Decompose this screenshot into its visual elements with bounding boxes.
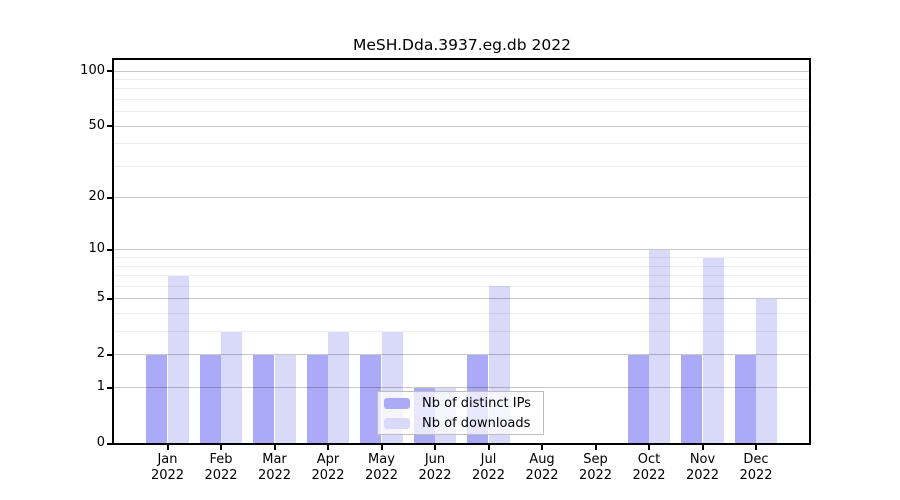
minor-gridline-9 <box>114 257 810 259</box>
minor-gridline-30 <box>114 165 810 167</box>
minor-gridline-40 <box>114 143 810 145</box>
y-tick-label-5: 5 <box>96 290 105 306</box>
x-tick-label-sep: Sep 2022 <box>578 452 613 483</box>
x-tick-label-mar: Mar 2022 <box>257 452 292 483</box>
x-tick-mark-dec <box>755 444 757 450</box>
bar-nb-of-distinct-ips-may <box>360 354 382 444</box>
legend-label-downloads: Nb of downloads <box>422 415 531 431</box>
gridline-50 <box>114 125 810 127</box>
gridline-5 <box>114 298 810 300</box>
y-tick-mark-2 <box>107 353 113 356</box>
legend-swatch-downloads <box>384 417 410 429</box>
x-tick-mark-feb <box>220 444 222 450</box>
y-tick-label-2: 2 <box>96 346 105 362</box>
x-tick-mark-jul <box>487 444 490 450</box>
minor-gridline-8 <box>114 265 810 267</box>
bar-nb-of-downloads-nov <box>702 257 724 444</box>
x-tick-mark-mar <box>273 444 276 450</box>
y-tick-label-1: 1 <box>96 379 105 395</box>
y-tick-mark-50 <box>107 125 113 128</box>
x-tick-label-jan: Jan 2022 <box>150 452 185 483</box>
minor-gridline-7 <box>114 275 810 277</box>
x-tick-mark-may <box>380 444 383 450</box>
x-tick-label-apr: Apr 2022 <box>311 452 345 483</box>
bar-nb-of-distinct-ips-mar <box>253 354 275 444</box>
minor-gridline-90 <box>114 78 810 80</box>
bar-nb-of-downloads-apr <box>328 331 350 444</box>
x-tick-label-aug: Aug 2022 <box>525 452 559 483</box>
minor-gridline-6 <box>114 285 810 287</box>
gridline-1 <box>114 387 810 389</box>
y-tick-label-20: 20 <box>88 189 105 205</box>
legend-item-distinct-ips: Nb of distinct IPs <box>384 395 543 412</box>
bar-nb-of-downloads-dec <box>756 298 778 444</box>
x-tick-mark-oct <box>648 444 650 450</box>
x-tick-label-oct: Oct 2022 <box>632 452 666 483</box>
minor-gridline-4 <box>114 313 810 315</box>
gridline-20 <box>114 197 810 199</box>
minor-gridline-60 <box>114 111 810 113</box>
x-tick-label-jun: Jun 2022 <box>418 452 452 483</box>
x-tick-mark-apr <box>327 444 329 450</box>
x-tick-label-feb: Feb 2022 <box>204 452 238 483</box>
bar-nb-of-downloads-jan <box>167 275 189 444</box>
gridline-2 <box>114 354 810 356</box>
legend-item-downloads: Nb of downloads <box>384 415 543 432</box>
bar-nb-of-downloads-feb <box>221 331 243 444</box>
y-tick-label-50: 50 <box>88 117 105 133</box>
chart-title: MeSH.Dda.3937.eg.db 2022 <box>353 36 571 54</box>
gridline-100 <box>114 70 810 72</box>
bar-nb-of-distinct-ips-dec <box>734 354 756 444</box>
minor-gridline-80 <box>114 88 810 90</box>
bar-nb-of-distinct-ips-jan <box>146 354 168 444</box>
y-tick-mark-100 <box>107 70 113 73</box>
x-tick-label-dec: Dec 2022 <box>739 452 773 483</box>
x-tick-mark-aug <box>541 444 543 450</box>
y-tick-mark-20 <box>107 196 113 199</box>
x-tick-label-nov: Nov 2022 <box>685 452 720 483</box>
gridline-10 <box>114 249 810 251</box>
bar-nb-of-distinct-ips-oct <box>627 354 649 444</box>
bar-nb-of-distinct-ips-feb <box>199 354 221 444</box>
y-tick-label-0: 0 <box>96 435 105 450</box>
legend-swatch-distinct-ips <box>384 397 410 409</box>
x-tick-label-may: May 2022 <box>364 452 399 483</box>
y-tick-mark-10 <box>107 248 113 251</box>
x-tick-mark-jan <box>166 444 169 450</box>
x-tick-mark-jun <box>434 444 436 450</box>
y-tick-mark-5 <box>107 297 113 300</box>
x-tick-mark-sep <box>594 444 597 450</box>
x-tick-mark-nov <box>701 444 704 450</box>
minor-gridline-70 <box>114 99 810 100</box>
minor-gridline-3 <box>114 331 810 333</box>
bar-nb-of-distinct-ips-apr <box>306 354 328 444</box>
legend-label-distinct-ips: Nb of distinct IPs <box>422 395 531 411</box>
bar-nb-of-downloads-mar <box>274 354 296 444</box>
y-tick-label-10: 10 <box>88 241 105 257</box>
x-tick-label-jul: Jul 2022 <box>471 452 506 483</box>
legend: Nb of distinct IPs Nb of downloads <box>377 391 544 435</box>
y-tick-mark-0 <box>107 442 113 445</box>
y-tick-mark-1 <box>107 386 113 389</box>
bar-nb-of-distinct-ips-nov <box>681 354 703 444</box>
y-tick-label-100: 100 <box>80 62 105 78</box>
bar-nb-of-downloads-oct <box>649 249 671 444</box>
